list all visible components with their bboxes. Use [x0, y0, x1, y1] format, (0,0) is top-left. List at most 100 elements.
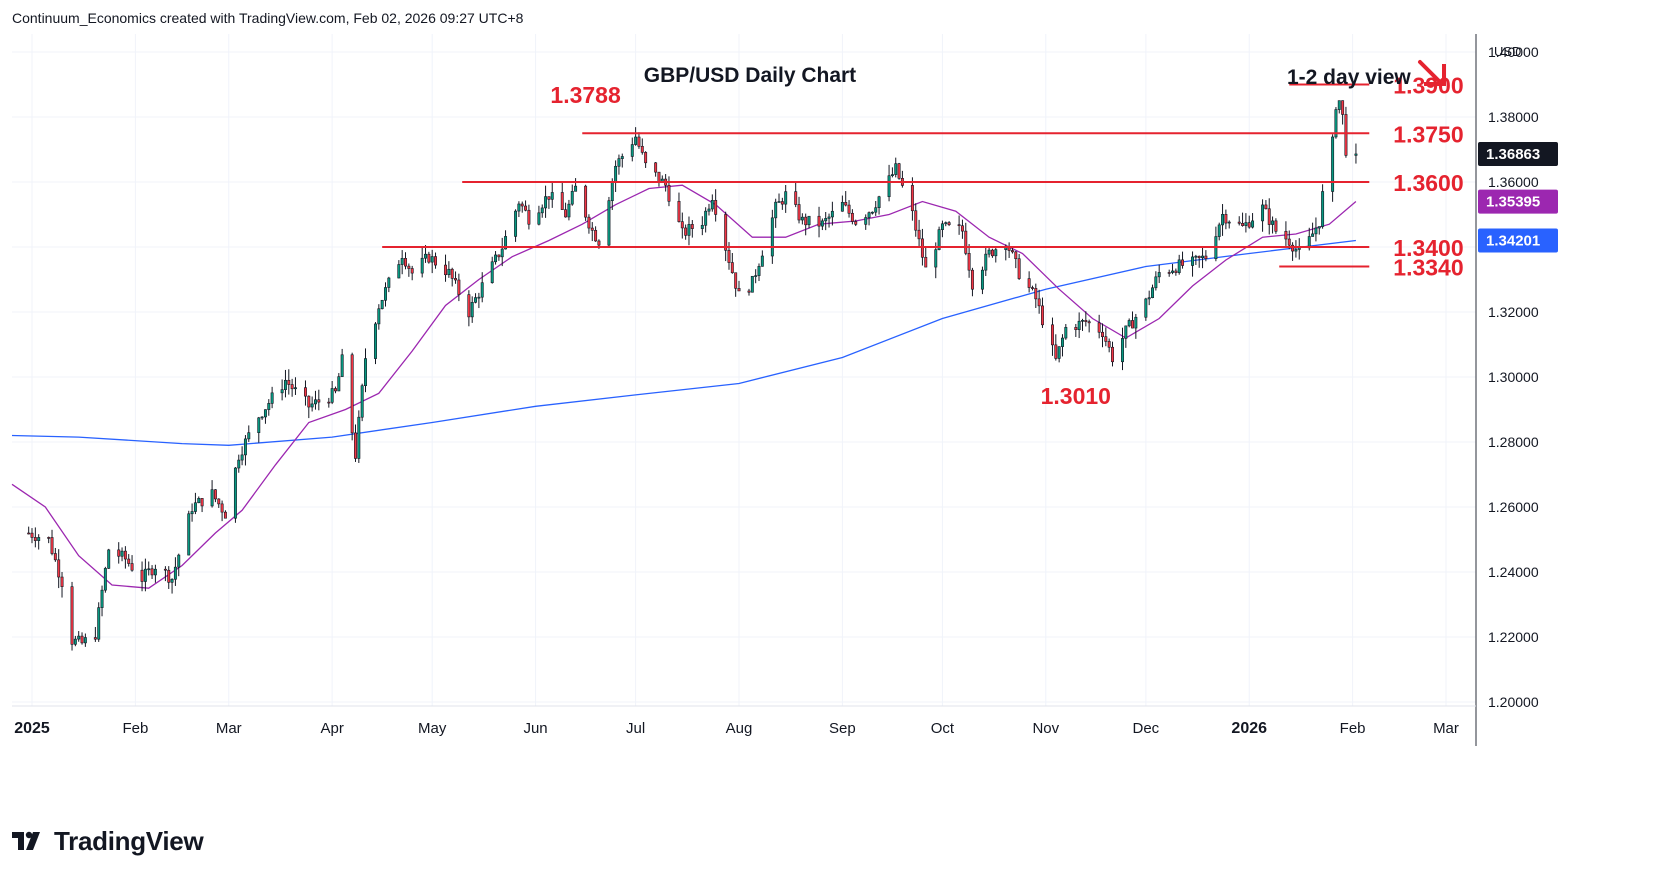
candle[interactable]: [50, 529, 54, 556]
candle[interactable]: [37, 534, 41, 550]
candle[interactable]: [457, 273, 461, 302]
candle[interactable]: [1217, 222, 1221, 241]
candle[interactable]: [634, 127, 638, 146]
candle[interactable]: [1341, 100, 1345, 125]
candle[interactable]: [267, 399, 271, 416]
candle[interactable]: [1097, 314, 1101, 339]
candle[interactable]: [477, 292, 481, 309]
candle[interactable]: [844, 191, 848, 207]
candle[interactable]: [470, 296, 474, 323]
candle[interactable]: [1157, 264, 1161, 284]
candle[interactable]: [1037, 289, 1041, 314]
candle[interactable]: [1127, 318, 1131, 328]
candle[interactable]: [1134, 313, 1138, 339]
candle[interactable]: [1271, 216, 1275, 234]
candle[interactable]: [1030, 285, 1034, 291]
candle[interactable]: [910, 177, 914, 221]
candle[interactable]: [807, 215, 811, 229]
candle[interactable]: [870, 211, 874, 215]
candle[interactable]: [117, 542, 121, 564]
candle[interactable]: [410, 265, 414, 281]
candle[interactable]: [1201, 247, 1205, 269]
candle[interactable]: [1121, 327, 1124, 371]
candle[interactable]: [537, 205, 541, 226]
candle[interactable]: [934, 242, 938, 279]
candle[interactable]: [444, 254, 447, 282]
candle[interactable]: [424, 245, 427, 263]
candle[interactable]: [1111, 341, 1114, 367]
candle[interactable]: [30, 528, 34, 544]
candle[interactable]: [1241, 212, 1245, 227]
candle[interactable]: [820, 218, 824, 231]
candle[interactable]: [280, 379, 284, 401]
candle[interactable]: [520, 201, 524, 213]
candle[interactable]: [1101, 323, 1104, 348]
candle[interactable]: [217, 498, 221, 508]
candle[interactable]: [1314, 217, 1318, 242]
candle[interactable]: [524, 200, 528, 212]
candle[interactable]: [687, 216, 691, 246]
candle[interactable]: [1227, 220, 1231, 229]
candle[interactable]: [614, 160, 618, 192]
candle[interactable]: [143, 558, 147, 592]
candle[interactable]: [800, 213, 804, 225]
candle[interactable]: [53, 547, 57, 562]
candle[interactable]: [1010, 248, 1014, 254]
candle[interactable]: [544, 185, 548, 218]
candle[interactable]: [947, 221, 951, 227]
candle[interactable]: [103, 566, 107, 593]
candle[interactable]: [944, 221, 948, 227]
candle[interactable]: [153, 564, 157, 583]
candle[interactable]: [173, 557, 177, 586]
candle[interactable]: [607, 196, 611, 247]
candle[interactable]: [777, 193, 781, 203]
candle[interactable]: [750, 275, 754, 293]
candle[interactable]: [33, 527, 37, 548]
candle[interactable]: [700, 216, 704, 236]
candle[interactable]: [1077, 312, 1081, 339]
candle[interactable]: [283, 369, 287, 398]
candle[interactable]: [704, 207, 708, 233]
candle[interactable]: [380, 299, 384, 310]
candle[interactable]: [737, 280, 741, 292]
candle[interactable]: [303, 380, 307, 406]
candle[interactable]: [890, 167, 894, 178]
candle[interactable]: [314, 390, 317, 410]
candle[interactable]: [377, 304, 381, 330]
candle[interactable]: [1204, 250, 1208, 262]
candle[interactable]: [734, 272, 738, 297]
candle[interactable]: [1087, 319, 1091, 333]
candle[interactable]: [830, 201, 834, 226]
candle[interactable]: [80, 632, 84, 645]
candle[interactable]: [540, 204, 544, 218]
candle[interactable]: [1007, 242, 1011, 258]
candle[interactable]: [514, 209, 518, 242]
candle[interactable]: [500, 237, 504, 267]
candle[interactable]: [427, 251, 431, 264]
candle[interactable]: [354, 424, 357, 462]
candle[interactable]: [1061, 334, 1064, 357]
candle[interactable]: [357, 410, 361, 463]
candle[interactable]: [527, 204, 531, 230]
candle[interactable]: [1191, 251, 1195, 277]
candle[interactable]: [964, 222, 968, 256]
candle[interactable]: [1274, 218, 1278, 234]
candle[interactable]: [867, 211, 871, 226]
candle[interactable]: [1144, 297, 1148, 321]
candle[interactable]: [1311, 222, 1315, 237]
candle[interactable]: [587, 214, 591, 234]
candle[interactable]: [1171, 263, 1174, 275]
candle[interactable]: [1194, 254, 1198, 265]
candle[interactable]: [660, 175, 664, 182]
candle[interactable]: [1331, 134, 1335, 202]
candle[interactable]: [270, 386, 274, 409]
candle[interactable]: [290, 378, 294, 397]
candle[interactable]: [897, 162, 901, 180]
candle[interactable]: [1354, 143, 1358, 164]
price-badge[interactable]: 1.34201: [1478, 228, 1558, 253]
candle[interactable]: [167, 566, 171, 589]
candle[interactable]: [257, 416, 261, 443]
candle[interactable]: [1154, 271, 1158, 291]
tradingview-brand[interactable]: TradingView: [12, 826, 204, 857]
